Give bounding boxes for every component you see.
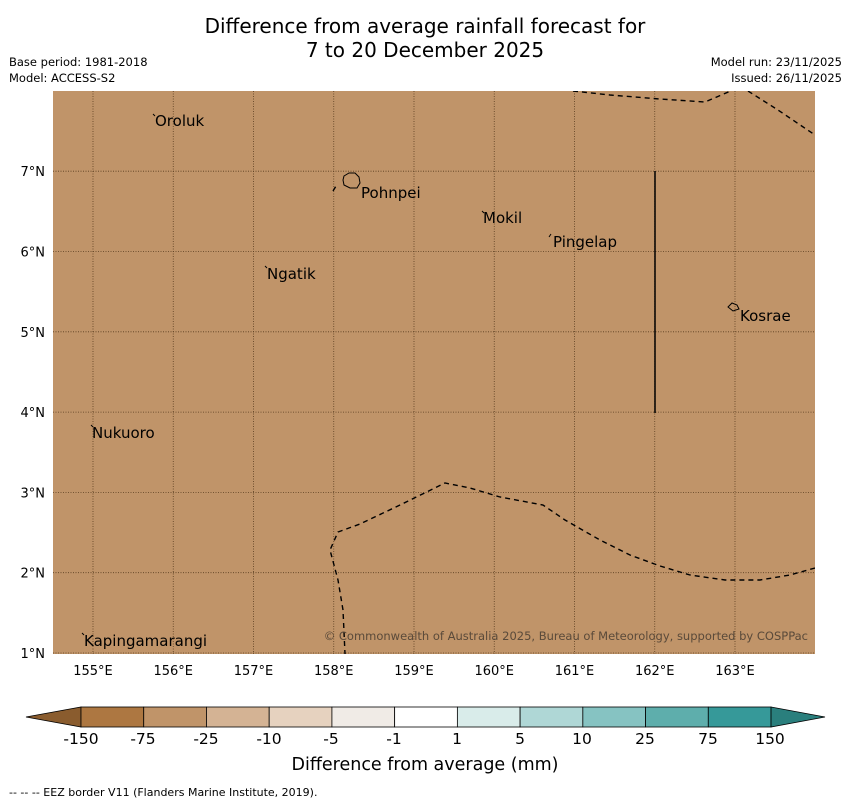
- colorbar-segment-9: [645, 706, 709, 728]
- place-kapingamarangi: Kapingamarangi: [84, 632, 207, 650]
- nukuoro-atoll: [90, 424, 94, 428]
- copyright-text: © Commonwealth of Australia 2025, Bureau…: [324, 629, 808, 643]
- lat-tick-label: 1°N: [21, 647, 46, 662]
- colorbar-segment-10: [707, 706, 772, 728]
- footnote: -- -- -- EEZ border V11 (Flanders Marine…: [9, 786, 318, 799]
- lon-tick-label: 162°E: [635, 664, 675, 679]
- lat-tick-label: 3°N: [21, 486, 46, 501]
- model-run: Model run: 23/11/2025: [710, 55, 842, 69]
- colorbar-segment-6: [456, 706, 521, 728]
- colorbar-segment-8: [582, 706, 646, 728]
- eez-border-pohnpei: [332, 185, 337, 192]
- pohnpei-island: [342, 172, 361, 189]
- model-name: Model: ACCESS-S2: [9, 71, 116, 85]
- lon-tick-label: 163°E: [715, 664, 755, 679]
- colorbar-over-arrow: [770, 706, 826, 728]
- colorbar-title: Difference from average (mm): [291, 755, 559, 775]
- oroluk-atoll: [152, 113, 156, 117]
- lat-tick-label: 2°N: [21, 567, 46, 582]
- colorbar-segment-3: [268, 706, 333, 728]
- lon-tick-label: 161°E: [555, 664, 595, 679]
- title-line-1: Difference from average rainfall forecas…: [204, 14, 646, 38]
- issued-date: Issued: 26/11/2025: [731, 71, 842, 85]
- cb-label-8: 10: [572, 730, 592, 748]
- colorbar-under-arrow: [25, 706, 82, 728]
- colorbar-segment-5: [394, 706, 458, 728]
- cb-label-7: 5: [515, 730, 525, 748]
- lon-tick-label: 157°E: [234, 664, 274, 679]
- colorbar-segment-1: [143, 706, 207, 728]
- eez-border-south: [329, 482, 815, 654]
- cb-label-3: -10: [256, 730, 282, 748]
- cb-label-0: -150: [63, 730, 99, 748]
- lat-tick-label: 5°N: [21, 326, 46, 341]
- lat-tick-label: 4°N: [21, 406, 46, 421]
- meta-left: Base period: 1981-2018 Model: ACCESS-S2: [9, 54, 148, 86]
- lat-tick-label: 6°N: [21, 246, 46, 261]
- mokil-atoll: [481, 210, 485, 214]
- place-nukuoro: Nukuoro: [92, 424, 155, 442]
- place-ngatik: Ngatik: [267, 265, 316, 283]
- cb-label-11: 150: [755, 730, 785, 748]
- place-kosrae: Kosrae: [740, 307, 791, 325]
- cb-label-4: -5: [323, 730, 339, 748]
- lat-tick-label: 7°N: [21, 165, 46, 180]
- place-oroluk: Oroluk: [155, 112, 204, 130]
- colorbar-segment-4: [331, 706, 396, 728]
- title-line-2: 7 to 20 December 2025: [305, 38, 545, 62]
- ngatik-atoll: [264, 265, 268, 269]
- colorbar-segment-2: [206, 706, 270, 728]
- cb-label-6: 1: [452, 730, 462, 748]
- lon-tick-label: 158°E: [314, 664, 354, 679]
- cb-label-10: 75: [698, 730, 718, 748]
- lon-tick-label: 156°E: [153, 664, 193, 679]
- lon-tick-label: 155°E: [73, 664, 113, 679]
- meta-right: Model run: 23/11/2025 Issued: 26/11/2025: [711, 54, 842, 86]
- lon-tick-label: 160°E: [474, 664, 514, 679]
- cb-label-5: -1: [386, 730, 402, 748]
- map-background: [53, 91, 815, 654]
- kosrae-island: [727, 302, 740, 312]
- cb-label-2: -25: [193, 730, 219, 748]
- title: Difference from average rainfall forecas…: [0, 14, 850, 62]
- place-pohnpei: Pohnpei: [361, 184, 421, 202]
- eez-border-northeast: [747, 91, 815, 136]
- grid-lines: [53, 91, 815, 654]
- lon-tick-label: 159°E: [394, 664, 434, 679]
- colorbar-segment-7: [519, 706, 584, 728]
- colorbar-segment-0: [80, 706, 145, 728]
- cb-label-9: 25: [635, 730, 655, 748]
- cb-label-1: -75: [130, 730, 156, 748]
- pingelap-atoll: [548, 233, 552, 238]
- place-mokil: Mokil: [483, 209, 522, 227]
- axis-labels: 155°E 156°E 157°E 158°E 159°E 160°E 161°E 162°E…: [21, 165, 755, 679]
- colorbar: [25, 706, 826, 728]
- place-pingelap: Pingelap: [553, 233, 617, 251]
- base-period: Base period: 1981-2018: [9, 55, 148, 69]
- kapinga-atoll: [81, 632, 85, 636]
